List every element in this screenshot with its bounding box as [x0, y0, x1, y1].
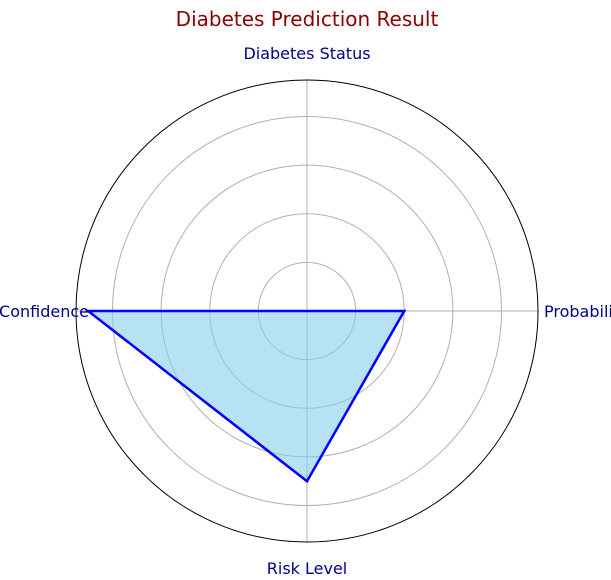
series-layer [84, 309, 407, 484]
axis-label-probability: Probability [544, 302, 611, 321]
axis-label-confidence: Confidence [0, 302, 89, 321]
series-line [84, 309, 407, 484]
axis-label-risk-level: Risk Level [267, 559, 347, 578]
outer-frame [75, 79, 539, 543]
axis-label-diabetes-status: Diabetes Status [243, 44, 370, 63]
series-area [88, 311, 405, 482]
axis-labels: Probability Diabetes Status Confidence Risk… [0, 44, 611, 578]
chart-title: Diabetes Prediction Result [176, 7, 439, 31]
